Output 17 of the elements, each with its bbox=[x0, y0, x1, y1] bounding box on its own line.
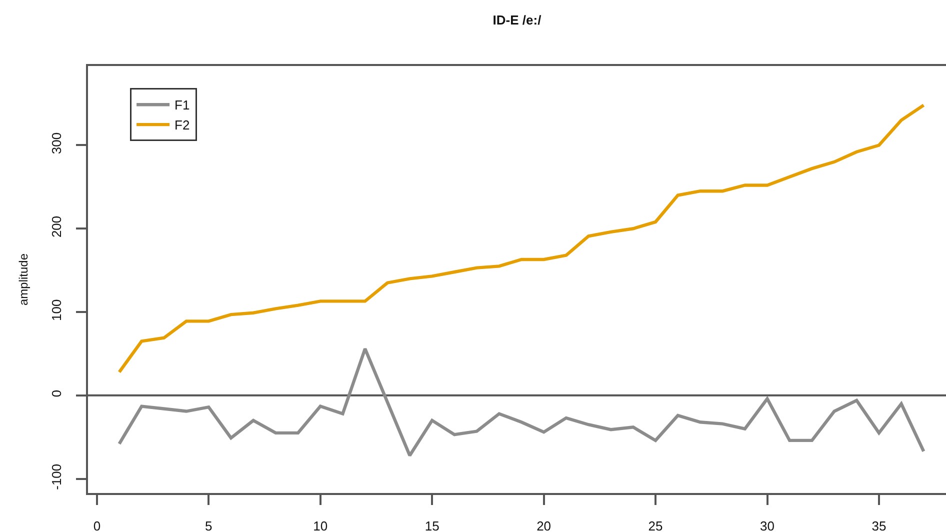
legend-label: F2 bbox=[174, 118, 190, 133]
legend-label: F1 bbox=[174, 98, 190, 113]
x-tick-label: 15 bbox=[424, 518, 440, 532]
x-tick-label: 35 bbox=[872, 518, 886, 532]
y-tick-label: 100 bbox=[48, 299, 64, 321]
x-tick-label: 5 bbox=[205, 518, 212, 532]
chart-title: ID-E /e:/ bbox=[492, 12, 542, 28]
y-tick-label: 300 bbox=[48, 132, 64, 154]
y-tick-label: -100 bbox=[48, 464, 64, 490]
x-tick-label: 30 bbox=[760, 518, 774, 532]
y-axis-title: amplitude bbox=[16, 253, 31, 306]
x-tick-label: 25 bbox=[648, 518, 663, 532]
x-tick-label: 20 bbox=[536, 518, 552, 532]
x-tick-label: 10 bbox=[313, 518, 328, 532]
y-tick-label: 200 bbox=[48, 216, 64, 238]
y-tick-label: 0 bbox=[48, 390, 64, 398]
x-tick-label: 0 bbox=[93, 518, 101, 532]
